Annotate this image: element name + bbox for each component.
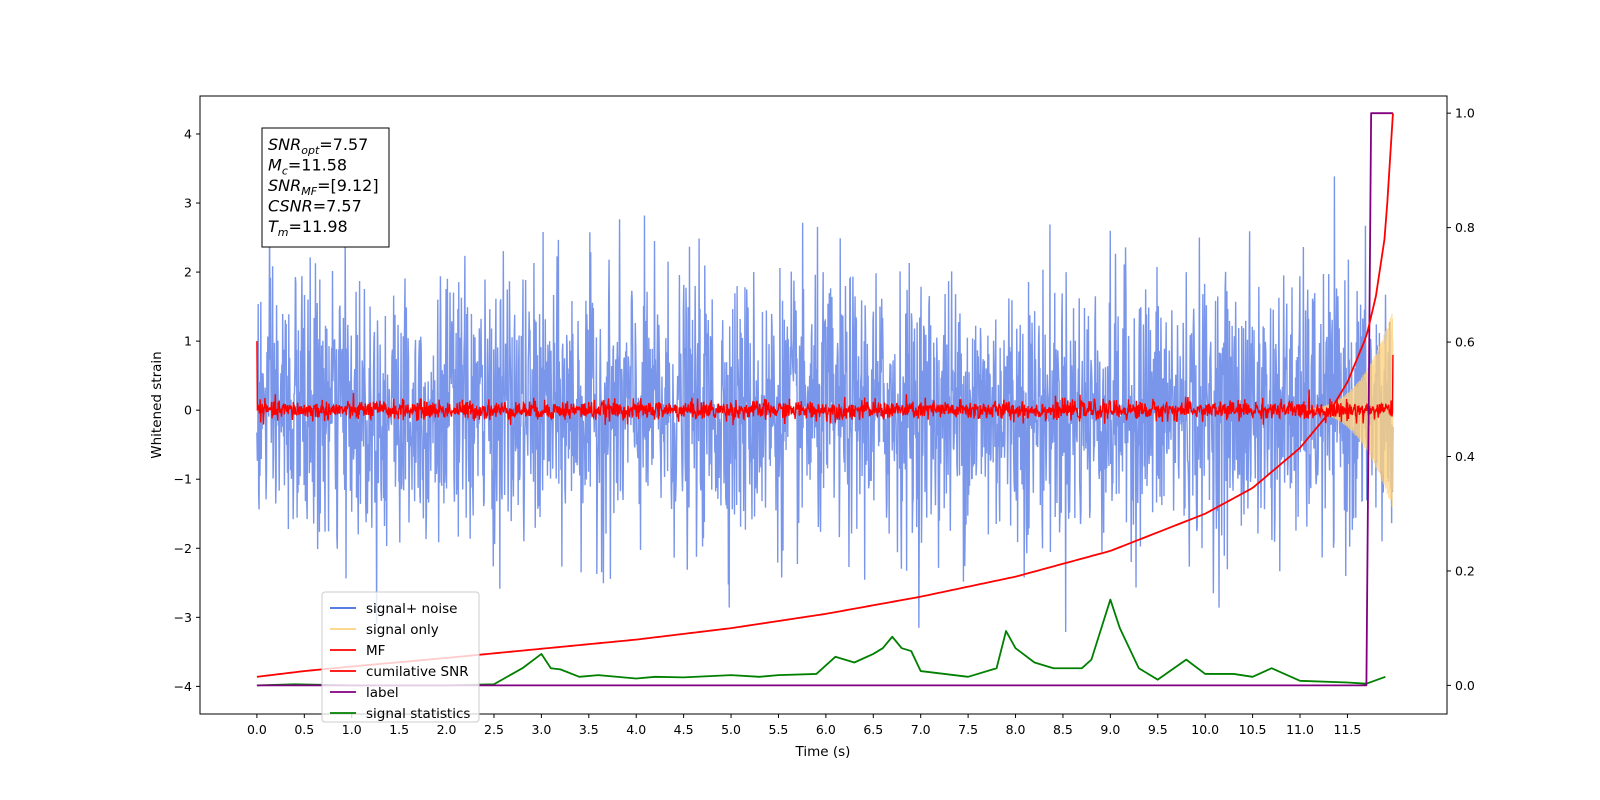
x-tick-label: 10.0 bbox=[1191, 722, 1219, 737]
annotation-symbol: SNR bbox=[268, 176, 301, 195]
legend-label: signal+ noise bbox=[366, 601, 457, 617]
annotation-value: =[9.12] bbox=[317, 176, 379, 195]
annotation-symbol: CSNR bbox=[268, 197, 313, 216]
annotation-subscript: c bbox=[282, 165, 288, 178]
x-axis-label: Time (s) bbox=[795, 744, 851, 760]
x-tick-label: 6.5 bbox=[863, 722, 883, 737]
annotation-symbol: M bbox=[268, 156, 282, 175]
annotation-line: Tm=11.98 bbox=[268, 217, 348, 239]
y-tick-label: −4 bbox=[174, 679, 192, 694]
plot-frame bbox=[199, 95, 1448, 715]
series-signal-noise bbox=[256, 176, 1394, 633]
y-tick-label: 1 bbox=[184, 334, 192, 349]
legend-label: MF bbox=[366, 643, 385, 659]
y-tick-label: −3 bbox=[174, 610, 192, 625]
annotation-value: =7.57 bbox=[313, 197, 362, 216]
annotation-value: =11.98 bbox=[289, 217, 348, 236]
y2-tick-label: 0.0 bbox=[1455, 678, 1475, 693]
x-tick-label: 4.0 bbox=[626, 722, 646, 737]
series-label bbox=[256, 112, 1393, 687]
x-tick-label: 11.5 bbox=[1334, 722, 1362, 737]
x-tick-label: 5.5 bbox=[769, 722, 789, 737]
x-tick-label: 0.0 bbox=[247, 722, 267, 737]
y-axis-label: Whitened strain bbox=[149, 351, 165, 458]
axes: 0.0 0.5 1.0 1.5 2.0 2.5 3.0 3.5 4.0 4.5 5.0 5.5 6.0 6… bbox=[174, 106, 1475, 737]
x-tick-label: 0.5 bbox=[294, 722, 314, 737]
x-tick-label: 9.0 bbox=[1100, 722, 1120, 737]
y-tick-label: −2 bbox=[174, 541, 192, 556]
x-tick-label: 1.5 bbox=[389, 722, 409, 737]
x-tick-label: 10.5 bbox=[1239, 722, 1267, 737]
x-tick-label: 1.0 bbox=[342, 722, 362, 737]
annotation-subscript: MF bbox=[301, 185, 317, 198]
y-tick-label: 2 bbox=[184, 265, 192, 280]
x-tick-label: 3.0 bbox=[531, 722, 551, 737]
annotation-symbol: T bbox=[268, 217, 279, 236]
y2-tick-label: 0.4 bbox=[1455, 449, 1475, 464]
x-tick-label: 5.0 bbox=[721, 722, 741, 737]
y-tick-label: 4 bbox=[184, 126, 192, 141]
y-tick-label: 0 bbox=[184, 403, 192, 418]
y2-tick-label: 0.2 bbox=[1455, 563, 1475, 578]
legend-label: signal statistics bbox=[366, 706, 470, 722]
series-mf bbox=[256, 341, 1394, 426]
annotation-line: CSNR=7.57 bbox=[268, 197, 362, 216]
annotation-line: SNRopt=7.57 bbox=[268, 135, 368, 157]
series-signal-statistics bbox=[256, 598, 1386, 687]
x-tick-label: 3.5 bbox=[579, 722, 599, 737]
x-tick-label: 8.5 bbox=[1053, 722, 1073, 737]
y-tick-label: 3 bbox=[184, 196, 192, 211]
annotation-subscript: opt bbox=[301, 144, 320, 157]
legend-label: signal only bbox=[366, 622, 439, 638]
x-tick-label: 6.0 bbox=[816, 722, 836, 737]
legend-label: cumilative SNR bbox=[366, 664, 469, 680]
annotation-subscript: m bbox=[278, 226, 289, 239]
annotation-frame bbox=[261, 127, 390, 248]
legend-label: label bbox=[366, 685, 399, 701]
y2-tick-label: 0.8 bbox=[1455, 220, 1475, 235]
y2-tick-label: 1.0 bbox=[1455, 106, 1475, 121]
x-tick-label: 7.0 bbox=[911, 722, 931, 737]
y2-tick-label: 0.6 bbox=[1455, 335, 1475, 350]
x-tick-label: 2.5 bbox=[484, 722, 504, 737]
series-signal-only bbox=[1299, 313, 1394, 508]
legend-frame bbox=[321, 591, 480, 723]
y-tick-label: −1 bbox=[174, 472, 192, 487]
annotation-symbol: SNR bbox=[268, 135, 301, 154]
x-tick-label: 8.0 bbox=[1006, 722, 1026, 737]
x-tick-label: 4.5 bbox=[674, 722, 694, 737]
annotation-value: =11.58 bbox=[288, 156, 347, 175]
x-tick-label: 9.5 bbox=[1148, 722, 1168, 737]
annotation-line: Mc=11.58 bbox=[268, 156, 347, 178]
annotation-line: SNRMF=[9.12] bbox=[268, 176, 379, 198]
x-tick-label: 11.0 bbox=[1286, 722, 1314, 737]
stats-annotation-box: SNRopt=7.57Mc=11.58SNRMF=[9.12]CSNR=7.57… bbox=[261, 127, 390, 248]
annotation-value: =7.57 bbox=[319, 135, 368, 154]
plot-area bbox=[256, 112, 1394, 687]
x-tick-label: 2.0 bbox=[437, 722, 457, 737]
x-tick-label: 7.5 bbox=[958, 722, 978, 737]
legend: signal+ noise signal only MF cumilative SNR… bbox=[321, 591, 480, 723]
